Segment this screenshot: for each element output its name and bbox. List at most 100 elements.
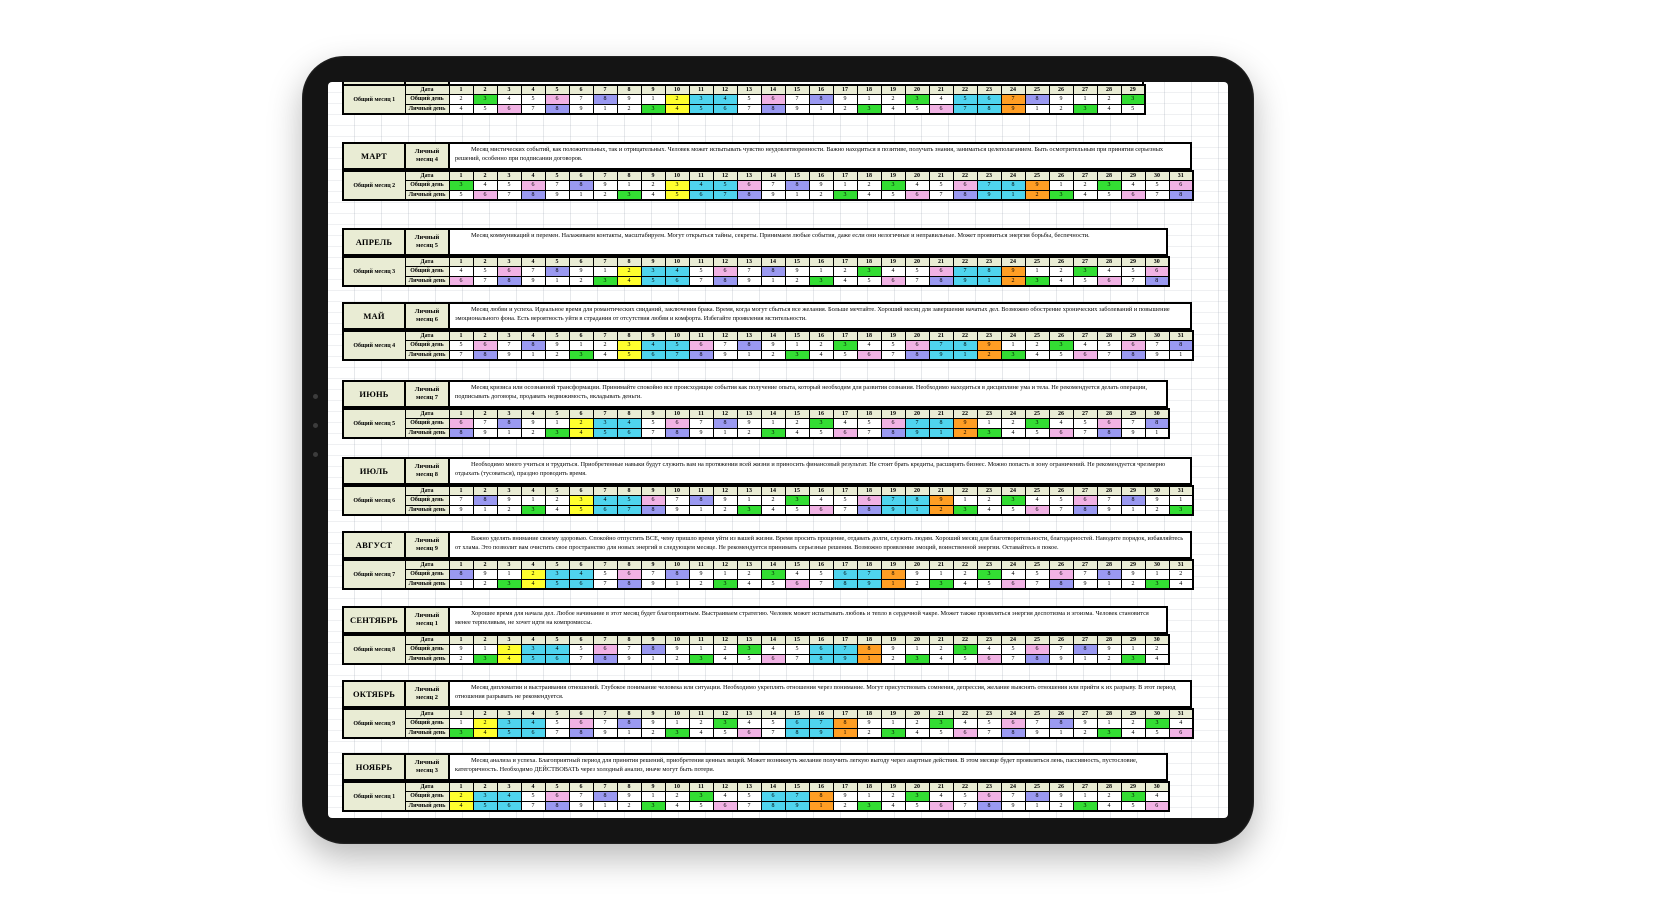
day-header-cell[interactable]: 21 bbox=[928, 408, 954, 419]
day-header-cell[interactable]: 15 bbox=[784, 708, 810, 719]
personal-day-cell[interactable]: 7 bbox=[952, 103, 978, 115]
personal-month-cell[interactable]: Личный месяц 3 bbox=[406, 755, 450, 779]
day-header-cell[interactable]: 27 bbox=[1072, 330, 1098, 341]
day-header-cell[interactable]: 1 bbox=[448, 559, 474, 570]
personal-day-cell[interactable]: 7 bbox=[520, 800, 546, 812]
personal-day-cell[interactable]: 1 bbox=[880, 578, 906, 590]
day-header-cell[interactable]: 15 bbox=[784, 781, 810, 792]
general-day-cell[interactable]: 5 bbox=[952, 790, 978, 802]
personal-day-cell[interactable]: 5 bbox=[568, 504, 594, 516]
general-day-cell[interactable]: 2 bbox=[1048, 265, 1074, 277]
general-day-cell[interactable]: 6 bbox=[832, 568, 858, 580]
general-day-cell[interactable]: 9 bbox=[1144, 494, 1170, 506]
day-header-cell[interactable]: 13 bbox=[736, 330, 762, 341]
day-header-cell[interactable]: 12 bbox=[712, 330, 738, 341]
general-day-cell[interactable]: 1 bbox=[952, 494, 978, 506]
day-header-cell[interactable]: 2 bbox=[472, 330, 498, 341]
day-header-cell[interactable]: 16 bbox=[808, 485, 834, 496]
personal-day-cell[interactable]: 6 bbox=[952, 727, 978, 739]
general-day-cell[interactable]: 9 bbox=[1096, 643, 1122, 655]
personal-day-cell[interactable]: 2 bbox=[640, 727, 666, 739]
day-header-cell[interactable]: 2 bbox=[472, 634, 498, 645]
general-day-cell[interactable]: 6 bbox=[784, 717, 810, 729]
personal-month-cell[interactable]: Личный месяц 4 bbox=[406, 144, 450, 168]
general-day-cell[interactable]: 5 bbox=[520, 790, 546, 802]
general-day-cell[interactable]: 5 bbox=[784, 643, 810, 655]
day-header-cell[interactable]: 29 bbox=[1120, 708, 1146, 719]
day-header-cell[interactable]: 21 bbox=[928, 330, 954, 341]
personal-day-cell[interactable]: 2 bbox=[1144, 504, 1170, 516]
general-day-cell[interactable]: 2 bbox=[808, 339, 834, 351]
personal-day-cell[interactable]: 5 bbox=[808, 427, 834, 439]
general-day-cell[interactable]: 4 bbox=[856, 339, 882, 351]
personal-day-cell[interactable]: 3 bbox=[544, 427, 570, 439]
general-day-cell[interactable]: 3 bbox=[904, 790, 930, 802]
personal-day-cell[interactable]: 7 bbox=[472, 275, 498, 287]
personal-day-cell[interactable]: 6 bbox=[664, 275, 690, 287]
personal-day-cell[interactable]: 7 bbox=[904, 275, 930, 287]
day-header-cell[interactable]: 6 bbox=[568, 634, 594, 645]
personal-day-cell[interactable]: 1 bbox=[832, 727, 858, 739]
general-day-cell[interactable]: 6 bbox=[808, 643, 834, 655]
personal-day-cell[interactable]: 2 bbox=[1096, 653, 1122, 665]
personal-day-cell[interactable]: 2 bbox=[856, 727, 882, 739]
general-day-cell[interactable]: 1 bbox=[712, 568, 738, 580]
general-day-cell[interactable]: 9 bbox=[832, 93, 858, 105]
personal-day-cell[interactable]: 1 bbox=[1072, 653, 1098, 665]
day-header-cell[interactable]: 10 bbox=[664, 170, 690, 181]
day-header-cell[interactable]: 21 bbox=[928, 708, 954, 719]
personal-day-cell[interactable]: 1 bbox=[1144, 427, 1170, 439]
day-header-cell[interactable]: 11 bbox=[688, 559, 714, 570]
personal-day-cell[interactable]: 2 bbox=[520, 427, 546, 439]
personal-day-cell[interactable]: 4 bbox=[544, 504, 570, 516]
personal-day-cell[interactable]: 9 bbox=[712, 349, 738, 361]
personal-day-cell[interactable]: 4 bbox=[1144, 653, 1170, 665]
general-day-cell[interactable]: 2 bbox=[448, 93, 474, 105]
personal-day-cell[interactable]: 7 bbox=[1048, 504, 1074, 516]
day-header-cell[interactable]: 1 bbox=[448, 84, 474, 95]
general-day-cell[interactable]: 9 bbox=[1048, 93, 1074, 105]
general-day-cell[interactable]: 7 bbox=[1096, 494, 1122, 506]
personal-day-cell[interactable]: 7 bbox=[544, 727, 570, 739]
personal-day-cell[interactable]: 9 bbox=[736, 275, 762, 287]
day-header-cell[interactable]: 26 bbox=[1048, 84, 1074, 95]
personal-day-cell[interactable]: 8 bbox=[1144, 275, 1170, 287]
general-day-cell[interactable]: 7 bbox=[592, 717, 618, 729]
day-header-cell[interactable]: 30 bbox=[1144, 408, 1170, 419]
general-day-cell[interactable]: 3 bbox=[832, 339, 858, 351]
day-header-cell[interactable]: 28 bbox=[1096, 485, 1122, 496]
day-header-cell[interactable]: 3 bbox=[496, 781, 522, 792]
row-label-date[interactable]: Дата bbox=[404, 634, 450, 645]
general-day-cell[interactable]: 9 bbox=[784, 265, 810, 277]
personal-day-cell[interactable]: 3 bbox=[616, 189, 642, 201]
personal-month-cell[interactable] bbox=[406, 82, 450, 84]
day-header-cell[interactable]: 18 bbox=[856, 170, 882, 181]
personal-day-cell[interactable]: 8 bbox=[760, 103, 786, 115]
personal-day-cell[interactable]: 1 bbox=[472, 504, 498, 516]
general-day-cell[interactable]: 7 bbox=[1000, 93, 1026, 105]
general-day-cell[interactable]: 9 bbox=[1072, 717, 1098, 729]
personal-day-cell[interactable]: 9 bbox=[904, 427, 930, 439]
general-day-cell[interactable]: 9 bbox=[448, 643, 474, 655]
personal-day-cell[interactable]: 4 bbox=[808, 349, 834, 361]
general-day-cell[interactable]: 4 bbox=[472, 179, 498, 191]
general-day-cell[interactable]: 3 bbox=[568, 494, 594, 506]
general-day-cell[interactable]: 2 bbox=[952, 568, 978, 580]
personal-day-cell[interactable]: 3 bbox=[904, 653, 930, 665]
general-day-cell[interactable]: 2 bbox=[1024, 339, 1050, 351]
personal-day-cell[interactable]: 9 bbox=[808, 727, 834, 739]
day-header-cell[interactable]: 29 bbox=[1120, 330, 1146, 341]
day-header-cell[interactable]: 20 bbox=[904, 84, 930, 95]
personal-day-cell[interactable]: 5 bbox=[1144, 727, 1170, 739]
row-label-personal-day[interactable]: Личный день bbox=[404, 504, 450, 516]
general-day-cell[interactable]: 6 bbox=[640, 494, 666, 506]
day-header-cell[interactable]: 14 bbox=[760, 559, 786, 570]
personal-day-cell[interactable]: 1 bbox=[1096, 578, 1122, 590]
personal-day-cell[interactable]: 1 bbox=[808, 800, 834, 812]
general-day-cell[interactable]: 2 bbox=[664, 790, 690, 802]
day-header-cell[interactable]: 24 bbox=[1000, 84, 1026, 95]
personal-day-cell[interactable]: 4 bbox=[1096, 103, 1122, 115]
general-day-cell[interactable]: 6 bbox=[856, 494, 882, 506]
personal-day-cell[interactable]: 7 bbox=[640, 427, 666, 439]
general-day-cell[interactable]: 3 bbox=[520, 643, 546, 655]
